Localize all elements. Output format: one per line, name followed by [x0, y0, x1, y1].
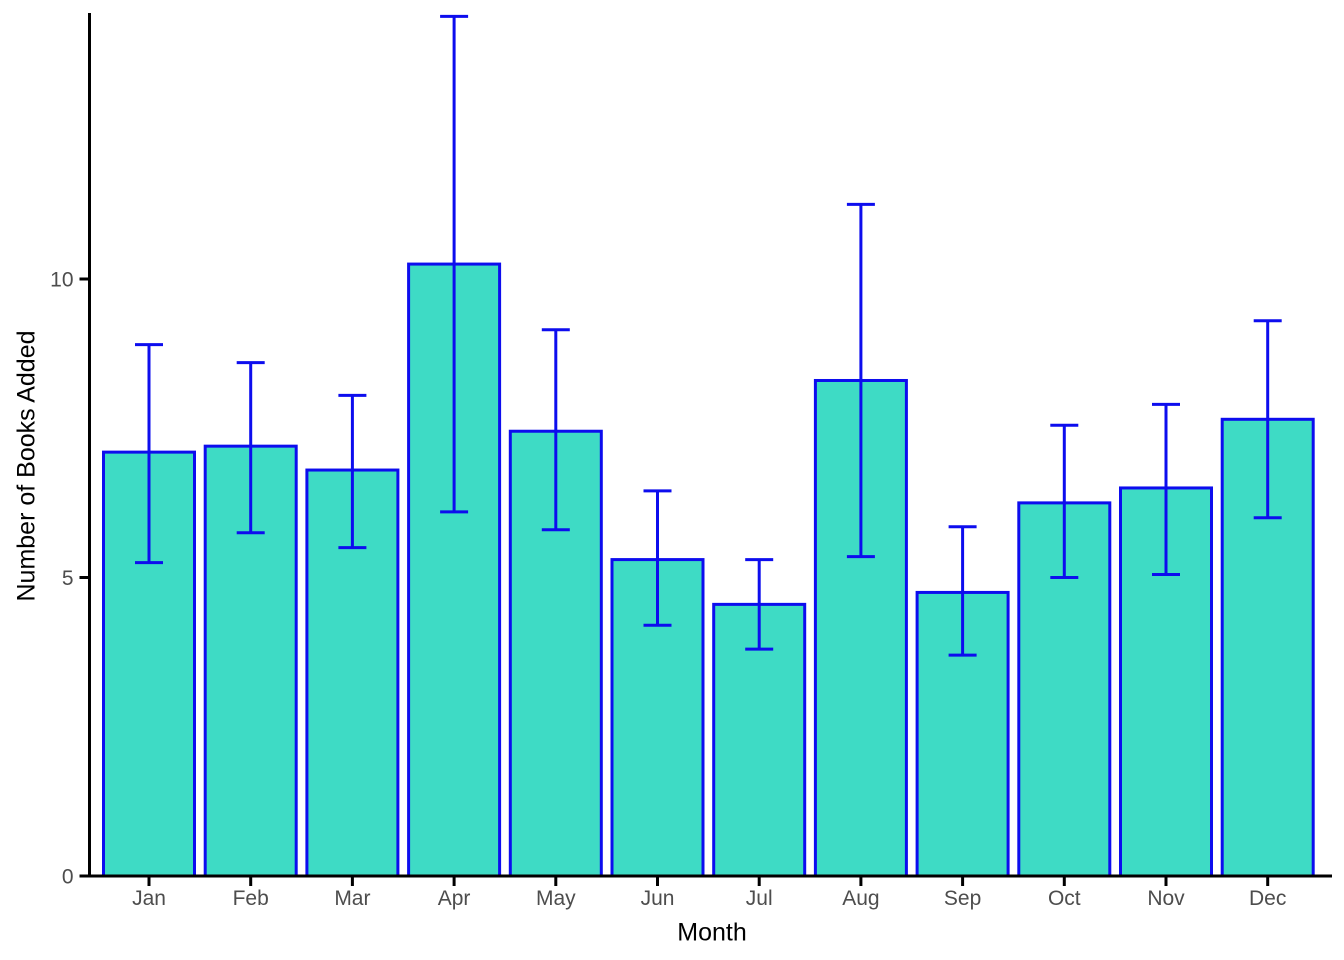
- x-tick-label-jun: Jun: [641, 887, 675, 910]
- x-tick-label-dec: Dec: [1249, 887, 1286, 910]
- x-tick-label-mar: Mar: [334, 887, 370, 910]
- x-tick-label-may: May: [536, 887, 576, 910]
- x-tick-label-aug: Aug: [842, 887, 879, 910]
- x-tick-label-feb: Feb: [233, 887, 269, 910]
- x-tick-label-jul: Jul: [746, 887, 773, 910]
- y-tick-label-5: 5: [62, 567, 74, 590]
- y-tick-label-10: 10: [50, 269, 73, 292]
- x-axis-title: Month: [677, 918, 747, 947]
- y-axis-title: Number of Books Added: [12, 330, 41, 602]
- y-tick-label-0: 0: [62, 866, 74, 889]
- x-tick-label-sep: Sep: [944, 887, 981, 910]
- x-tick-label-oct: Oct: [1048, 887, 1081, 910]
- x-tick-label-jan: Jan: [132, 887, 166, 910]
- x-tick-label-apr: Apr: [438, 887, 471, 910]
- x-tick-label-nov: Nov: [1147, 887, 1185, 910]
